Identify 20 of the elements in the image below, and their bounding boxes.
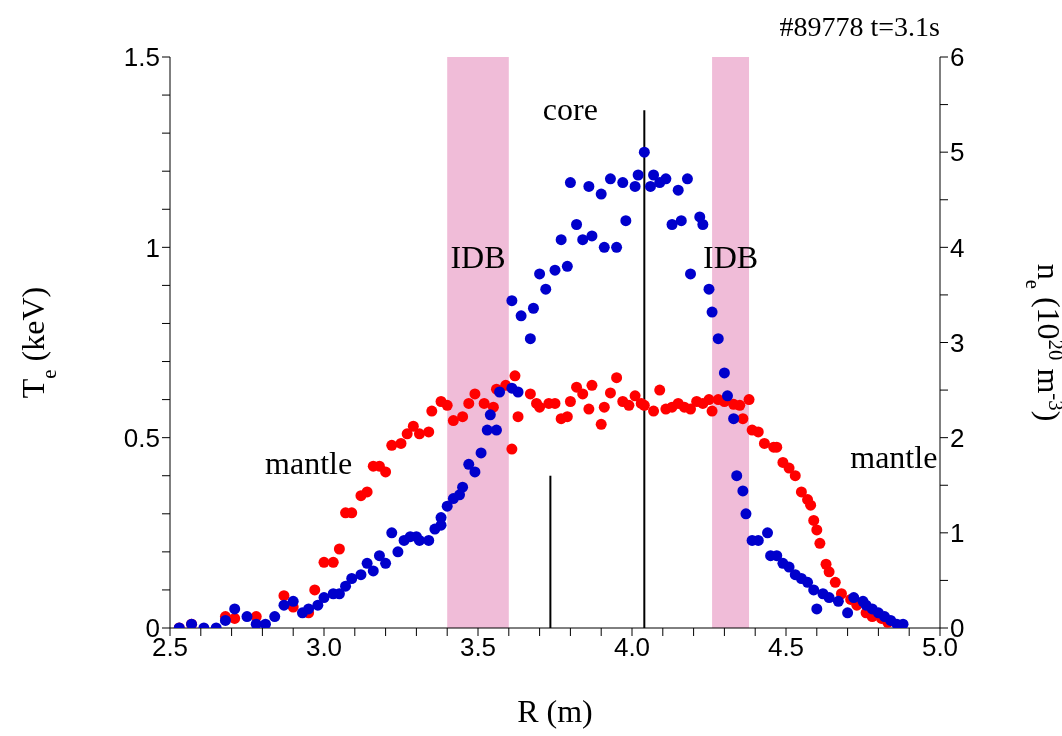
y2-tick-label: 6 <box>950 42 965 73</box>
band-label: IDB <box>703 239 759 276</box>
annotation: core <box>542 90 598 127</box>
y2-tick-label: 4 <box>950 232 965 263</box>
y2-tick-label: 3 <box>950 327 965 358</box>
annotation: mantle <box>850 439 938 476</box>
y2-tick-label: 1 <box>950 518 965 549</box>
x-tick-label: 3.5 <box>459 632 497 663</box>
chart-title: #89778 t=3.1s <box>779 11 940 42</box>
band-label: IDB <box>450 239 506 276</box>
y2-tick-label: 5 <box>950 137 965 168</box>
x-axis-title: R (m) <box>517 693 593 729</box>
x-tick-label: 4.0 <box>613 632 651 663</box>
y-tick-label: 0.5 <box>123 422 160 453</box>
annotation: mantle <box>265 444 353 481</box>
y2-tick-label: 2 <box>950 422 965 453</box>
x-tick-label: 3.0 <box>305 632 343 663</box>
y-tick-label: 1.5 <box>123 42 160 73</box>
y-tick-label: 1 <box>145 232 160 263</box>
x-tick-label: 4.5 <box>767 632 805 663</box>
